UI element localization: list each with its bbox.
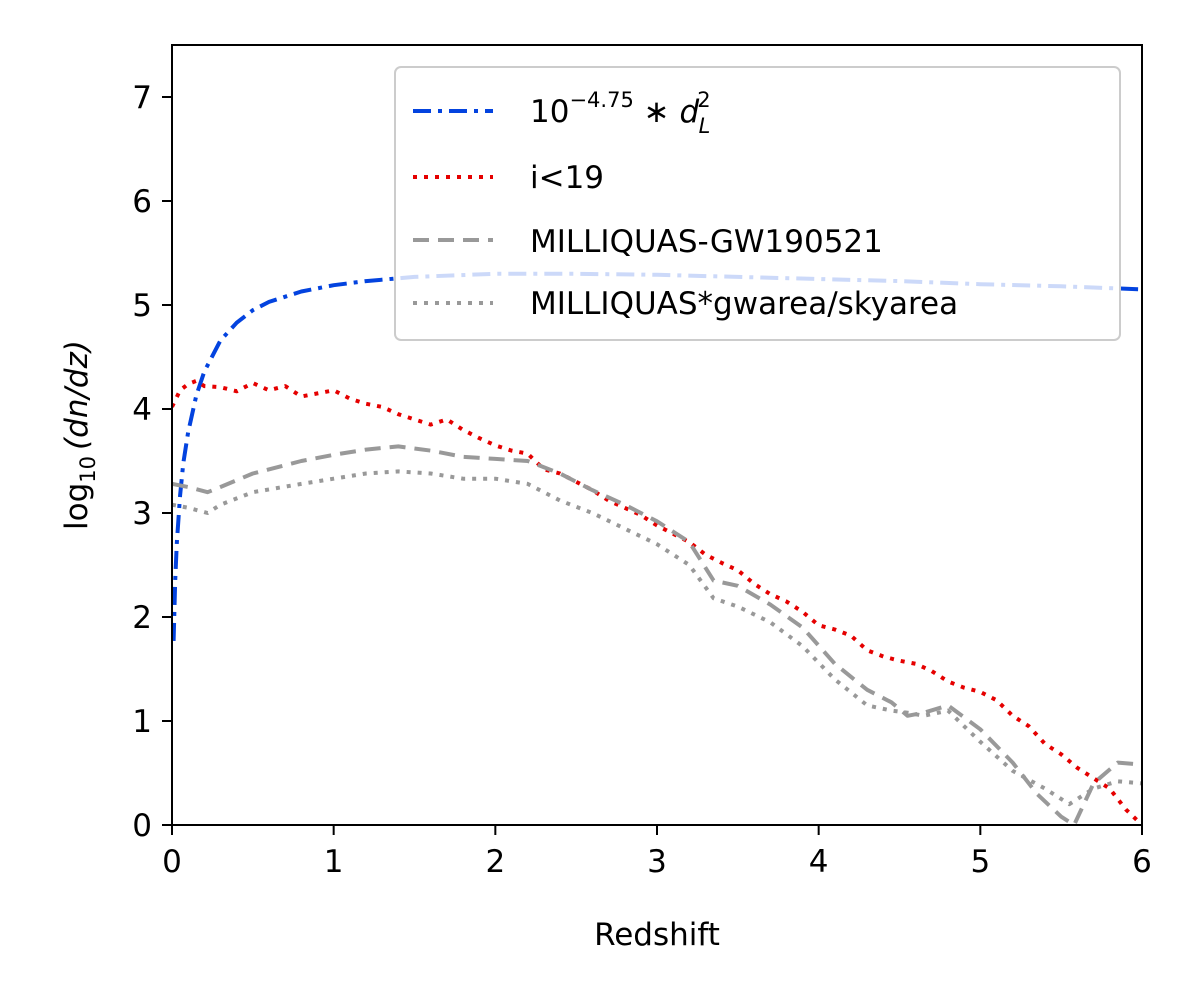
y-axis-label: log10(dn/dz) [59,340,100,530]
y-tick-label: 4 [132,392,152,428]
x-tick-label: 1 [324,844,344,880]
x-axis-label: Redshift [594,917,720,953]
y-tick-label: 3 [132,496,152,532]
y-axis: 0 1 2 3 4 5 6 7 [132,80,172,844]
x-tick-label: 3 [647,844,667,880]
x-tick-label: 6 [1132,844,1152,880]
legend-label-dl2: 10−4.75 ∗ d2 L [530,88,711,138]
legend: 10−4.75 ∗ d2 L i<19 MILLIQUAS-GW190521 MI… [394,66,1121,341]
x-tick-label: 2 [485,844,505,880]
x-axis: 0 1 2 3 4 5 6 [162,825,1152,880]
y-tick-label: 0 [132,808,152,844]
legend-label-milliquas: MILLIQUAS-GW190521 [530,224,883,260]
y-tick-label: 1 [132,704,152,740]
legend-label-milliquas-scaled: MILLIQUAS*gwarea/skyarea [530,286,958,322]
legend-box [394,66,1121,341]
legend-lines [413,109,493,305]
x-tick-label: 5 [970,844,990,880]
x-tick-label: 4 [809,844,829,880]
series-line-0 [172,271,1142,641]
y-tick-label: 2 [132,600,152,636]
series-layer [172,271,1142,825]
series-line-2 [172,444,1142,825]
y-tick-label: 6 [132,184,152,220]
legend-label-i19: i<19 [530,160,604,196]
series-line-1 [172,378,1142,825]
x-tick-label: 0 [162,844,182,880]
series-line-3 [172,469,1142,807]
y-tick-label: 7 [132,80,152,116]
y-tick-label: 5 [132,288,152,324]
